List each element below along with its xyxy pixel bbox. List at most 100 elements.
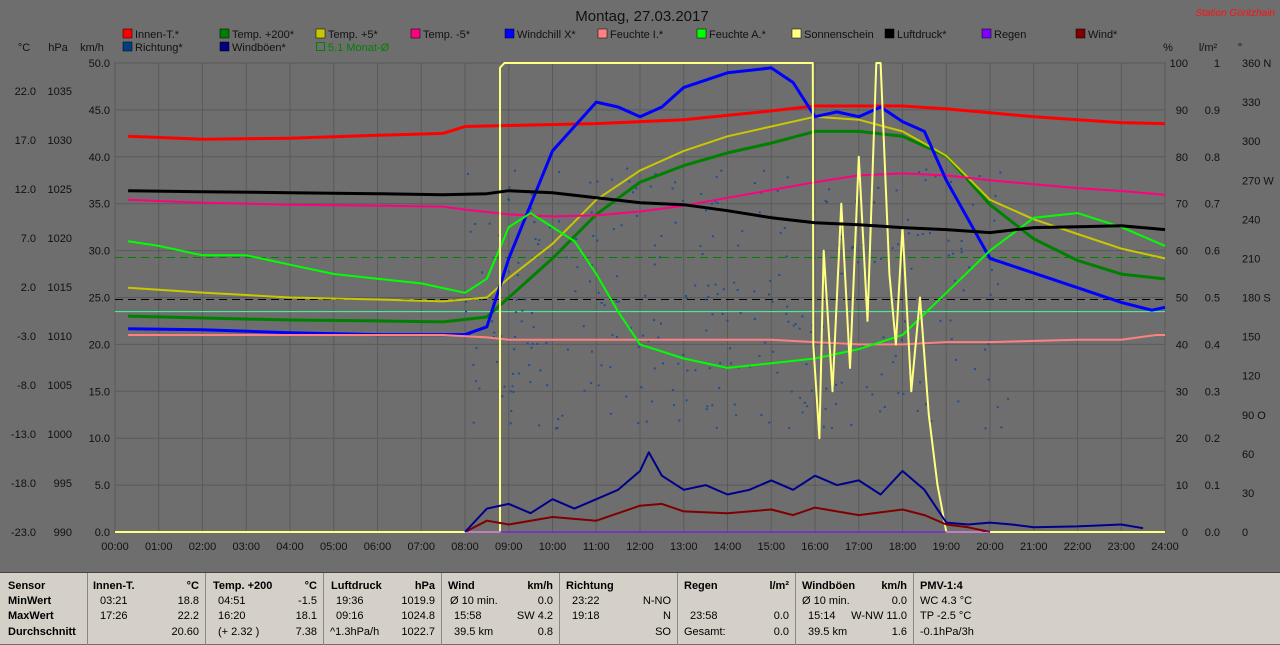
innen-unit: °C <box>186 580 199 592</box>
direction-point <box>610 178 613 181</box>
legend-label: Regen <box>994 29 1026 41</box>
direction-point <box>768 421 771 424</box>
direction-point <box>659 322 662 325</box>
direction-point <box>851 245 854 248</box>
direction-point <box>491 320 494 323</box>
direction-point <box>950 180 953 183</box>
direction-point <box>987 343 990 346</box>
wind-tick-label: 30.0 <box>89 246 110 258</box>
direction-tick-label: 120 <box>1242 371 1260 383</box>
rain-tick-label: 0.3 <box>1205 386 1220 398</box>
direction-point <box>694 284 697 287</box>
wind-tick-label: 20.0 <box>89 339 110 351</box>
direction-point <box>803 401 806 404</box>
direction-point <box>861 344 864 347</box>
pressure-tick-label: 1005 <box>48 380 72 392</box>
direction-point <box>897 243 900 246</box>
luftdruck-min: 1019.9 <box>401 595 435 607</box>
direction-point <box>716 202 719 205</box>
direction-tick-label: 360 N <box>1242 58 1271 70</box>
direction-point <box>674 181 677 184</box>
direction-point <box>707 284 710 287</box>
x-tick-label: 22:00 <box>1064 541 1092 553</box>
direction-point <box>590 350 593 353</box>
chart-legend: Innen-T.* Temp. +200* Temp. +5* Temp. -5* Wi… <box>122 28 1118 54</box>
direction-point <box>650 400 653 403</box>
direction-point <box>523 298 526 301</box>
x-tick-label: 07:00 <box>407 541 435 553</box>
direction-tick-label: 330 <box>1242 97 1260 109</box>
summary-col-luftdruck: Luftdruck hPa 19:36 1019.9 09:16 1024.8 … <box>324 573 442 645</box>
direction-point <box>760 414 763 417</box>
direction-point <box>809 331 812 334</box>
direction-point <box>924 179 927 182</box>
direction-point <box>810 389 813 392</box>
direction-point <box>493 331 496 334</box>
legend-item: Windböen* <box>219 41 287 54</box>
direction-tick-label: 210 <box>1242 253 1260 265</box>
direction-point <box>763 169 766 172</box>
direction-point <box>799 396 802 399</box>
direction-point <box>851 247 854 250</box>
direction-tick-label: 30 <box>1242 488 1254 500</box>
direction-point <box>903 320 906 323</box>
series-line-feuchteI <box>128 334 1165 346</box>
regen-avg-label: Gesamt: <box>684 626 726 638</box>
legend-swatch <box>122 41 133 52</box>
direction-point <box>850 423 853 426</box>
x-tick-label: 19:00 <box>932 541 960 553</box>
pmv-min: WC 4.3 °C <box>920 595 973 607</box>
direction-point <box>882 336 885 339</box>
direction-point <box>916 234 919 237</box>
direction-point <box>826 201 829 204</box>
direction-point <box>531 342 534 345</box>
temp-tick-label: 7.0 <box>21 233 36 245</box>
direction-point <box>880 257 883 260</box>
direction-point <box>701 253 704 256</box>
temp-tick-label: -23.0 <box>11 527 36 539</box>
direction-point <box>590 211 593 214</box>
direction-point <box>590 382 593 385</box>
temp-tick-label: 2.0 <box>21 282 36 294</box>
wind-tick-label: 45.0 <box>89 105 110 117</box>
temp-tick-label: -13.0 <box>11 429 36 441</box>
direction-point <box>825 387 828 390</box>
direction-point <box>561 414 564 417</box>
direction-point <box>960 251 963 254</box>
regen-unit: l/m² <box>769 580 789 592</box>
direction-point <box>475 347 478 350</box>
humidity-tick-label: 20 <box>1176 433 1188 445</box>
direction-point <box>576 266 579 269</box>
regen-header: Regen <box>684 580 718 592</box>
series-line-tempm5 <box>128 172 1166 218</box>
direction-point <box>468 334 471 337</box>
direction-point <box>716 293 719 296</box>
direction-point <box>753 290 756 293</box>
axis-labels: 00:00 01:00 02:00 03:00 04:00 05:00 06:00 07:00… <box>11 42 1274 553</box>
direction-point <box>644 294 647 297</box>
direction-tick-label: 180 S <box>1242 293 1271 305</box>
x-tick-label: 24:00 <box>1151 541 1179 553</box>
richtung-max-time: 19:18 <box>572 610 600 622</box>
summary-col-innen: Innen-T. °C 03:21 18.8 17:26 22.2 20.60 <box>88 573 206 645</box>
direction-point <box>706 405 709 408</box>
direction-point <box>590 264 593 267</box>
direction-point <box>566 348 569 351</box>
regen-avg: 0.0 <box>773 626 789 638</box>
pmv-avg: -0.1hPa/3h <box>920 626 974 638</box>
boeen-header: Windböen <box>802 580 856 592</box>
direction-point <box>556 427 559 430</box>
direction-point <box>715 175 718 178</box>
direction-point <box>530 193 533 196</box>
direction-point <box>776 189 779 192</box>
direction-point <box>596 239 599 242</box>
direction-point <box>647 340 650 343</box>
direction-point <box>521 309 524 312</box>
direction-point <box>996 283 999 286</box>
legend-label: Feuchte A.* <box>709 29 767 41</box>
direction-point <box>798 327 801 330</box>
direction-point <box>739 312 742 315</box>
direction-point <box>772 350 775 353</box>
direction-point <box>509 422 512 425</box>
pressure-tick-label: 1035 <box>48 86 72 98</box>
